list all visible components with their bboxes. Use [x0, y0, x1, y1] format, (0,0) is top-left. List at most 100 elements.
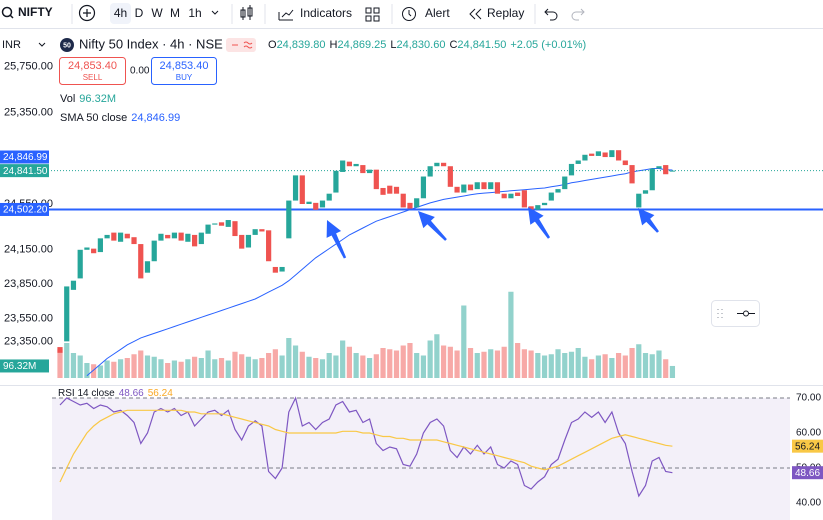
candle — [548, 192, 554, 201]
candle — [461, 184, 467, 193]
volume-bar — [212, 359, 218, 378]
interval-button[interactable]: W — [151, 6, 163, 20]
candle — [165, 234, 171, 239]
volume-bar — [158, 359, 164, 378]
volume-bar — [292, 345, 299, 378]
candle — [467, 184, 474, 191]
volume-bar — [171, 360, 178, 378]
interval-button[interactable]: 1h — [188, 6, 201, 20]
ohlc-value: 24,869.25 — [337, 39, 386, 51]
rsi-tick-label: 40.00 — [796, 498, 821, 509]
candle — [373, 169, 379, 190]
candle — [669, 170, 676, 172]
volume-bar — [144, 355, 151, 378]
floating-widget[interactable] — [711, 300, 760, 327]
volume-bar — [299, 351, 305, 378]
interval-chevron[interactable] — [211, 10, 219, 15]
volume-bar — [434, 334, 440, 378]
candle — [609, 150, 615, 158]
status-badge — [226, 38, 256, 52]
rsi-tick-label: 70.00 — [796, 393, 821, 404]
candle — [602, 152, 608, 158]
volume-bar — [562, 353, 568, 378]
candle — [70, 280, 77, 290]
buy-button[interactable] — [151, 57, 217, 85]
candle — [239, 234, 245, 249]
volume-bar — [97, 365, 103, 378]
volume-bar — [353, 353, 359, 378]
search-icon[interactable] — [1, 6, 13, 18]
candle — [306, 201, 312, 204]
symbol-badge-text: 50 — [63, 42, 71, 49]
volume-tag-bg — [0, 359, 49, 373]
layouts-icon[interactable] — [365, 7, 380, 22]
candle — [346, 161, 352, 167]
rsi-ma-tag: 56.24 — [795, 441, 820, 452]
chart-type-icon[interactable] — [240, 5, 253, 20]
rsi-tag: 48.66 — [795, 468, 820, 479]
candle — [441, 162, 447, 167]
interval-button[interactable]: 4h — [114, 6, 127, 20]
redo[interactable] — [571, 8, 585, 21]
volume-bar — [326, 353, 332, 378]
volume-bar — [447, 346, 453, 378]
buy-price: 24,853.40 — [160, 60, 209, 72]
candle — [151, 240, 157, 262]
active-interval-bg — [110, 3, 131, 24]
buy-label: BUY — [176, 73, 193, 82]
candle — [272, 266, 278, 273]
price-tick-label: 25,350.00 — [4, 106, 53, 118]
volume-bar — [528, 350, 534, 378]
candle — [555, 189, 561, 193]
price-tick-label: 23,550.00 — [4, 312, 53, 324]
candle — [313, 202, 319, 210]
alert-icon[interactable] — [402, 7, 416, 21]
candle — [474, 182, 480, 190]
candle — [111, 232, 117, 241]
replay-icon[interactable] — [469, 8, 482, 20]
candle — [434, 162, 440, 167]
rsi-value: 48.66 — [119, 388, 144, 399]
volume-bar — [91, 364, 97, 378]
candle — [259, 229, 265, 232]
volume-bar — [393, 350, 400, 378]
interval-button[interactable]: M — [170, 6, 180, 20]
add-symbol[interactable] — [78, 4, 96, 22]
volume-bar — [185, 359, 191, 378]
candle — [299, 175, 305, 204]
candle — [393, 186, 400, 194]
annotation-arrow — [528, 207, 551, 239]
price-tick-label: 23,850.00 — [4, 278, 53, 290]
candle — [515, 192, 521, 196]
candle — [192, 234, 198, 247]
annotation-arrow — [418, 211, 447, 241]
currency[interactable]: INR — [2, 39, 21, 51]
ohlc-change: +2.05 (+0.01%) — [510, 39, 586, 51]
candle — [57, 347, 63, 353]
ohlc-key: L — [390, 39, 396, 51]
volume-bar — [541, 355, 548, 378]
undo[interactable] — [544, 8, 558, 21]
candle — [333, 170, 339, 193]
candle — [158, 233, 164, 241]
volume-tag: 96.32M — [3, 361, 36, 372]
volume-bar — [57, 349, 63, 378]
volume-bar — [77, 355, 83, 378]
symbol[interactable]: NIFTY — [18, 5, 53, 19]
sell-price: 24,853.40 — [68, 60, 117, 72]
volume-bar — [461, 305, 467, 378]
volume-bar — [420, 355, 427, 378]
candle — [144, 261, 151, 273]
candle — [97, 238, 103, 253]
interval-button[interactable]: D — [135, 6, 144, 20]
rsi-tag-bg — [792, 466, 823, 480]
indicators-icon[interactable] — [278, 9, 294, 21]
alert-button[interactable]: Alert — [425, 6, 450, 20]
candle — [124, 233, 130, 239]
sell-button[interactable] — [59, 57, 126, 85]
replay-button[interactable]: Replay — [487, 6, 524, 20]
candle — [575, 160, 581, 164]
candle — [387, 185, 393, 194]
indicators-button[interactable]: Indicators — [300, 6, 352, 20]
volume-bar — [602, 354, 608, 378]
